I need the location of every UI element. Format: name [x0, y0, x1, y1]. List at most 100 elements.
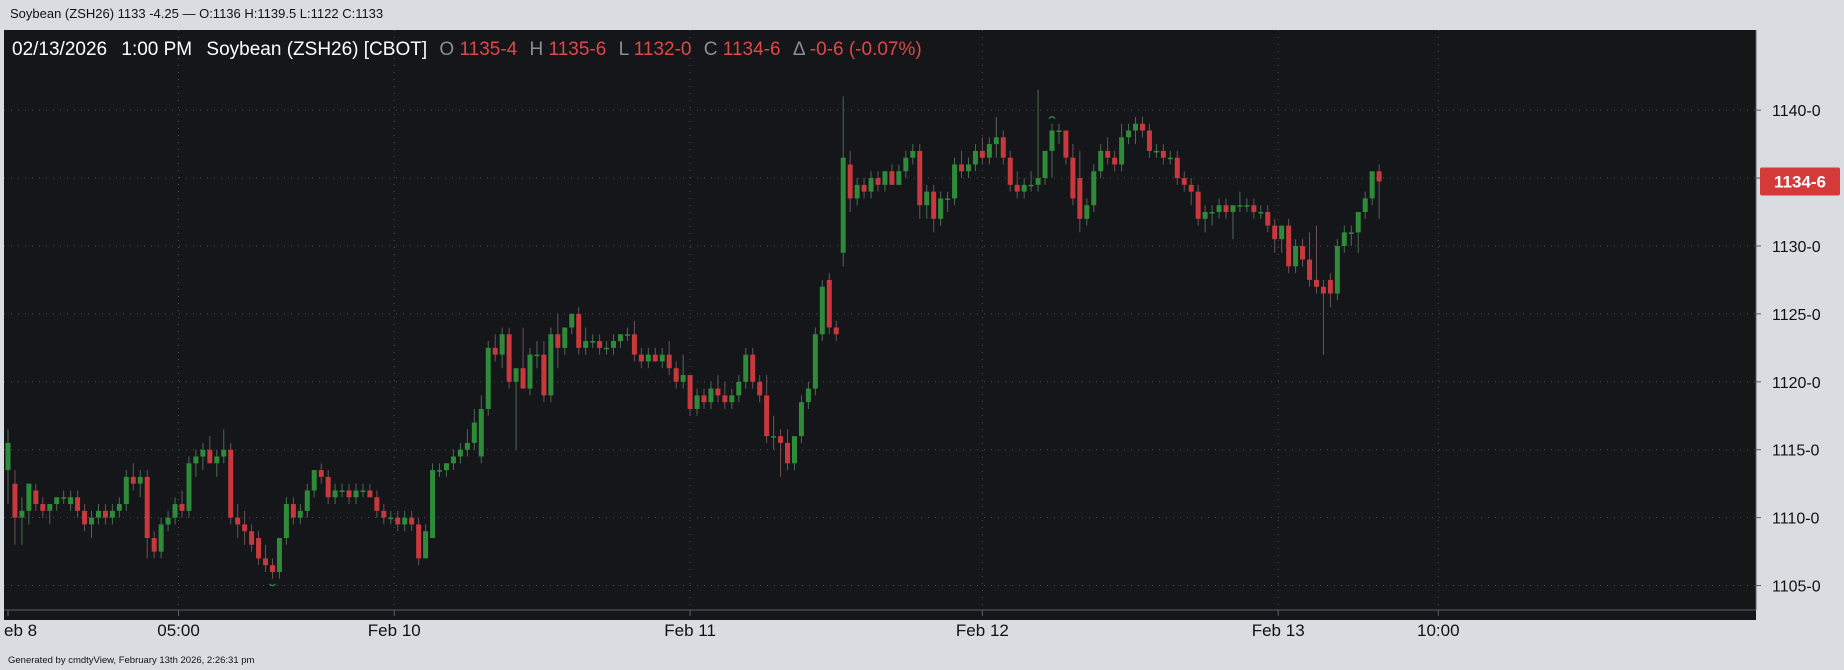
candle[interactable] — [986, 137, 992, 165]
candle[interactable] — [144, 470, 150, 559]
candle[interactable] — [952, 157, 958, 206]
candle[interactable] — [68, 490, 74, 511]
candle[interactable] — [5, 429, 11, 505]
candle[interactable] — [1300, 239, 1306, 267]
candle[interactable] — [1042, 150, 1048, 185]
candle[interactable] — [492, 334, 498, 362]
candle[interactable] — [297, 504, 303, 525]
candle[interactable] — [1188, 178, 1194, 206]
candle[interactable] — [332, 483, 338, 505]
candle[interactable] — [33, 483, 39, 511]
candle[interactable] — [805, 381, 811, 409]
candle[interactable] — [931, 184, 937, 233]
candle[interactable] — [75, 490, 81, 518]
candle[interactable] — [611, 334, 617, 355]
candle[interactable] — [1279, 225, 1285, 253]
candle[interactable] — [360, 483, 366, 498]
candle[interactable] — [1369, 171, 1375, 206]
candle[interactable] — [1327, 273, 1333, 308]
candle[interactable] — [861, 178, 867, 199]
candle[interactable] — [785, 429, 791, 471]
candle[interactable] — [1126, 123, 1132, 145]
candle[interactable] — [1028, 171, 1034, 192]
candle[interactable] — [193, 449, 199, 477]
candle[interactable] — [1216, 198, 1222, 219]
candle[interactable] — [339, 483, 345, 498]
candle[interactable] — [1202, 205, 1208, 233]
candle[interactable] — [965, 157, 971, 179]
candle[interactable] — [1320, 279, 1326, 355]
candle[interactable] — [889, 164, 895, 185]
candle[interactable] — [471, 408, 477, 450]
candle[interactable] — [388, 510, 394, 525]
candle[interactable] — [757, 375, 763, 403]
candle[interactable] — [137, 470, 143, 498]
candle[interactable] — [555, 313, 561, 369]
candle[interactable] — [221, 429, 227, 464]
price-chart[interactable]: 1105-0 1110-0 1115-0 1120-0 1125-0 1130-0 1135… — [0, 28, 1844, 650]
candle[interactable] — [583, 327, 589, 355]
candle[interactable] — [318, 463, 324, 484]
candle[interactable] — [826, 273, 832, 335]
candle[interactable] — [457, 442, 463, 464]
candle[interactable] — [304, 483, 310, 518]
candle[interactable] — [694, 388, 700, 416]
candle[interactable] — [311, 470, 317, 498]
candle[interactable] — [1139, 116, 1145, 138]
candle[interactable] — [736, 375, 742, 403]
candle[interactable] — [743, 347, 749, 389]
candle[interactable] — [527, 347, 533, 396]
candle[interactable] — [402, 510, 408, 532]
candle[interactable] — [200, 442, 206, 471]
candle[interactable] — [1223, 198, 1229, 219]
candle[interactable] — [269, 558, 275, 579]
candle[interactable] — [450, 449, 456, 471]
candle[interactable] — [812, 327, 818, 396]
candle[interactable] — [1035, 89, 1041, 192]
candle[interactable] — [833, 320, 839, 342]
candle[interactable] — [945, 191, 951, 213]
candle[interactable] — [1251, 198, 1257, 219]
candle[interactable] — [722, 381, 728, 409]
candle[interactable] — [374, 490, 380, 518]
candle[interactable] — [151, 531, 157, 559]
candle[interactable] — [381, 504, 387, 525]
candle[interactable] — [464, 429, 470, 457]
candle[interactable] — [102, 504, 108, 525]
candle[interactable] — [95, 504, 101, 525]
candle[interactable] — [40, 497, 46, 518]
candle[interactable] — [214, 449, 220, 477]
candle[interactable] — [367, 483, 373, 498]
candle[interactable] — [1021, 178, 1027, 199]
candle[interactable] — [478, 395, 484, 464]
candle[interactable] — [673, 361, 679, 389]
candle[interactable] — [1174, 150, 1180, 185]
candle[interactable] — [1355, 212, 1361, 253]
candle[interactable] — [1091, 164, 1097, 213]
candle[interactable] — [82, 504, 88, 532]
candle[interactable] — [1286, 218, 1292, 274]
candle[interactable] — [430, 463, 436, 539]
candle[interactable] — [791, 436, 797, 471]
candle[interactable] — [235, 504, 241, 539]
candle[interactable] — [179, 490, 185, 518]
candle[interactable] — [443, 463, 449, 477]
candle[interactable] — [506, 327, 512, 389]
candle[interactable] — [263, 544, 269, 572]
candle[interactable] — [1265, 205, 1271, 233]
candle[interactable] — [798, 395, 804, 443]
candle[interactable] — [541, 341, 547, 403]
candle[interactable] — [54, 497, 60, 511]
candle[interactable] — [158, 517, 164, 559]
candle[interactable] — [819, 279, 825, 342]
candle[interactable] — [242, 510, 248, 545]
candle[interactable] — [979, 137, 985, 165]
candle[interactable] — [1153, 144, 1159, 158]
candle[interactable] — [910, 144, 916, 165]
candle[interactable] — [423, 524, 429, 559]
candle[interactable] — [778, 429, 784, 477]
candle[interactable] — [513, 368, 519, 450]
candle[interactable] — [437, 463, 443, 477]
candle[interactable] — [764, 375, 770, 443]
candle[interactable] — [276, 538, 282, 579]
